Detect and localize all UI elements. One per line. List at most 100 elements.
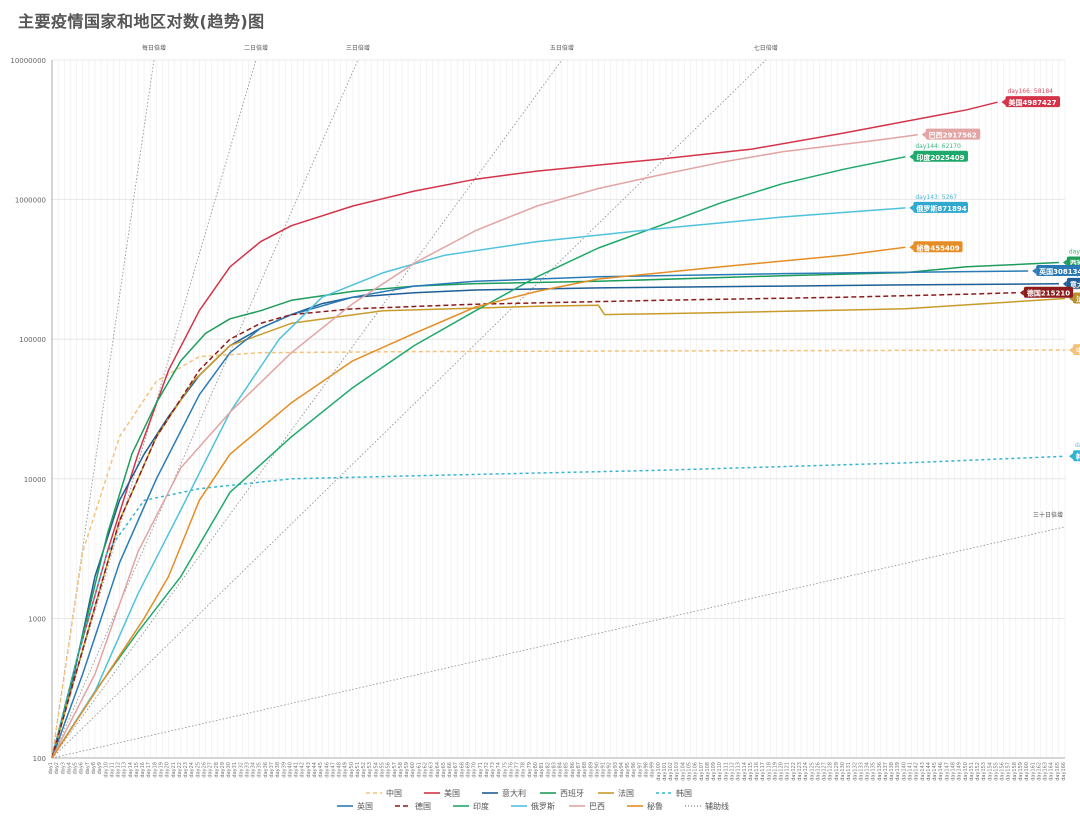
x-tick-label: day54: [373, 762, 379, 778]
series-end-note: day144: 62170: [915, 143, 961, 150]
chart-title: 主要疫情国家和地区对数(趋势)图: [18, 12, 265, 31]
x-tick-label: day122: [791, 762, 797, 781]
x-tick-label: day8: [91, 762, 97, 774]
x-tick-label: day132: [852, 762, 858, 781]
x-tick-label: day166: [1061, 762, 1067, 781]
x-tick-label: day3: [60, 762, 66, 774]
x-tick-label: day159: [1018, 762, 1024, 781]
series-line: [51, 261, 1059, 759]
x-tick-label: day64: [435, 762, 441, 778]
x-tick-label: day9: [97, 762, 103, 774]
legend-item: 辅助线: [685, 801, 729, 811]
x-tick-label: day137: [883, 762, 889, 781]
series-end-label-pointer: [1062, 280, 1067, 287]
series-end-label-box: [1036, 264, 1080, 276]
x-tick-label: day4: [66, 762, 72, 774]
x-tick-label: day138: [889, 762, 895, 781]
x-tick-label: day120: [779, 762, 785, 781]
x-tick-label: day31: [232, 762, 238, 778]
x-tick-label: day106: [693, 762, 699, 781]
series-end-label: 英国308134: [1032, 264, 1080, 276]
series-end-label: 巴西2917562: [921, 128, 981, 140]
x-tick-label: day110: [717, 762, 723, 781]
x-tick-label: day141: [908, 762, 914, 781]
series-line: [51, 156, 906, 759]
legend-item: 意大利: [482, 788, 526, 798]
legend-label: 德国: [415, 801, 431, 811]
series-line: [51, 455, 1066, 759]
series-end-label-text: 德国215210: [1027, 289, 1070, 298]
x-tick-label: day16: [140, 762, 146, 778]
x-tick-label: day143: [920, 762, 926, 781]
legend-label: 俄罗斯: [531, 801, 555, 811]
legend-label: 秘鲁: [647, 801, 663, 811]
x-tick-label: day134: [865, 762, 871, 781]
x-tick-label: day77: [515, 762, 521, 778]
x-tick-label: day28: [214, 762, 220, 778]
reference-line-label: 每日倍增: [142, 44, 166, 52]
legend-label: 法国: [618, 788, 634, 798]
series-end-label-text: 中国83572: [1076, 346, 1080, 355]
x-tick-label: day53: [367, 762, 373, 778]
x-tick-label: day90: [594, 762, 600, 778]
x-tick-label: day102: [668, 762, 674, 781]
x-tick-label: day116: [754, 762, 760, 781]
x-tick-label: day109: [711, 762, 717, 781]
x-tick-label: day108: [705, 762, 711, 781]
series-end-label-text: 西班牙354530: [1070, 258, 1080, 267]
x-tick-label: day44: [312, 762, 318, 778]
x-tick-label: day119: [772, 762, 778, 781]
series-end-label-box: [1066, 256, 1080, 268]
series-end-label: 俄罗斯871894 day143: 5267: [909, 194, 968, 213]
series-end-label-text: 美国4987427: [1008, 98, 1056, 107]
x-tick-label: day39: [281, 762, 287, 778]
x-tick-label: day67: [453, 762, 459, 778]
x-tick-label: day63: [429, 762, 435, 778]
x-tick-label: day21: [171, 762, 177, 778]
x-tick-label: day1: [48, 762, 54, 774]
x-tick-label: day47: [330, 762, 336, 778]
x-tick-label: day96: [631, 762, 637, 778]
x-tick-label: day73: [490, 762, 496, 778]
x-tick-label: day104: [680, 762, 686, 781]
x-tick-label: day113: [736, 762, 742, 781]
x-tick-label: day19: [159, 762, 165, 778]
x-tick-label: day148: [950, 762, 956, 781]
x-tick-label: day93: [613, 762, 619, 778]
x-tick-label: day79: [527, 762, 533, 778]
x-tick-label: day74: [496, 762, 502, 778]
x-tick-label: day163: [1043, 762, 1049, 781]
series-end-label: 秘鲁455409: [909, 241, 963, 253]
x-tick-label: day82: [545, 762, 551, 778]
x-tick-label: day151: [969, 762, 975, 781]
x-tick-label: day145: [932, 762, 938, 781]
series-line: [51, 133, 918, 759]
x-tick-label: day43: [306, 762, 312, 778]
series-end-label: 德国215210: [1019, 286, 1074, 298]
y-axis: 100 1000 10000 100000 1000000 10000000: [10, 57, 53, 763]
x-tick-label: day92: [607, 762, 613, 778]
x-tick-label: day14: [128, 762, 134, 778]
x-tick-label: day126: [815, 762, 821, 781]
x-tick-label: day129: [834, 762, 840, 781]
x-tick-label: day84: [558, 762, 564, 778]
series-end-label-pointer: [909, 204, 914, 211]
series-end-label: 美国4987427 day166: 58184: [1001, 88, 1061, 108]
series-line: [51, 101, 998, 759]
series-end-note: day165: 1683: [1069, 248, 1080, 255]
series-line: [51, 349, 1066, 759]
series-end-label-box: [913, 201, 968, 213]
y-tick-label: 100: [33, 755, 46, 763]
series-end-label-box: [913, 241, 963, 253]
series-end-label-pointer: [1069, 453, 1073, 460]
x-tick-label: day125: [809, 762, 815, 781]
series-end-label-text: 意大利249204: [1070, 280, 1080, 289]
x-tick-label: day25: [195, 762, 201, 778]
x-tick-label: day48: [337, 762, 343, 778]
reference-line: [51, 59, 767, 759]
x-tick-label: day36: [263, 762, 269, 778]
legend-item: 中国: [366, 788, 402, 798]
x-tick-label: day112: [729, 762, 735, 781]
x-tick-label: day20: [165, 762, 171, 778]
